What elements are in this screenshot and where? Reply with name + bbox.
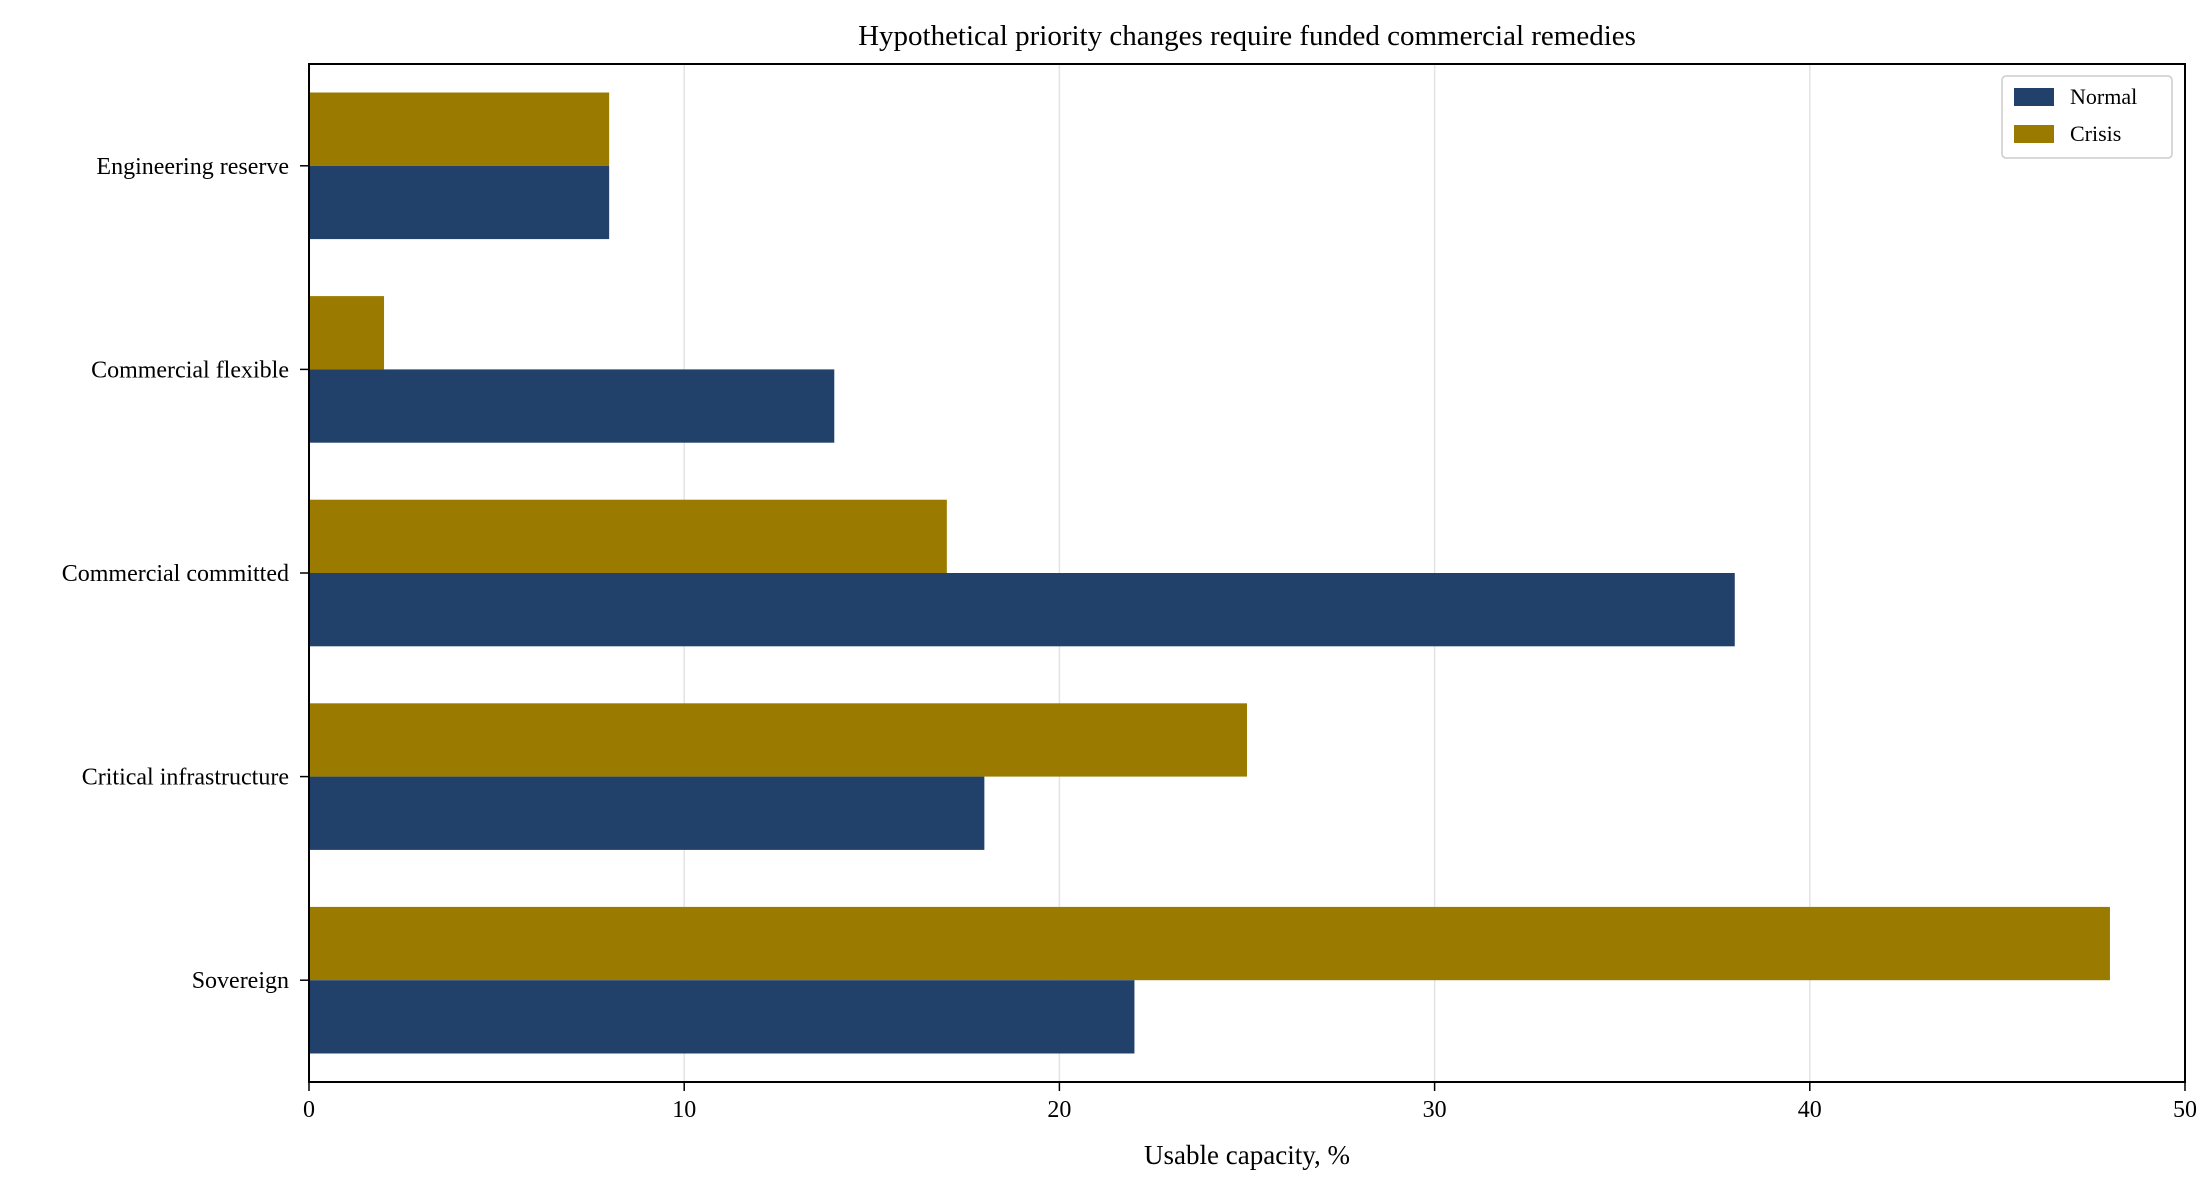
bar-crisis [309, 703, 1247, 777]
x-tick-label: 10 [672, 1097, 696, 1123]
y-tick-label: Commercial committed [62, 561, 289, 587]
bar-normal [309, 573, 1735, 647]
chart-title: Hypothetical priority changes require fu… [858, 20, 1636, 52]
x-tick-label: 40 [1798, 1097, 1822, 1123]
x-tick-label: 0 [303, 1097, 315, 1123]
bars [309, 92, 2110, 1054]
bar-normal [309, 980, 1135, 1054]
y-tick-label: Critical infrastructure [82, 765, 289, 791]
x-tick-label: 20 [1047, 1097, 1071, 1123]
x-tick-label: 50 [2173, 1097, 2197, 1123]
legend-swatch [2014, 125, 2054, 143]
x-axis-ticks: 0 10 20 30 40 50 [303, 1082, 2197, 1123]
y-tick-label: Commercial flexible [91, 357, 289, 383]
legend-label: Crisis [2070, 121, 2121, 146]
bar-crisis [309, 906, 2110, 981]
legend-label: Normal [2070, 84, 2137, 109]
x-tick-label: 30 [1423, 1097, 1447, 1123]
legend: Normal Crisis [2001, 75, 2173, 159]
bar-normal [309, 369, 835, 443]
bar-crisis [309, 499, 947, 573]
y-axis-ticks: Sovereign Critical infrastructure Commerci… [62, 154, 309, 994]
bar-crisis [309, 92, 610, 166]
y-tick-label: Sovereign [192, 968, 289, 994]
bar-normal [309, 165, 610, 240]
bar-crisis [309, 296, 385, 370]
y-tick-label: Engineering reserve [96, 154, 289, 180]
bar-normal [309, 776, 985, 850]
x-axis-label: Usable capacity, % [1144, 1140, 1350, 1170]
legend-swatch [2014, 88, 2054, 106]
